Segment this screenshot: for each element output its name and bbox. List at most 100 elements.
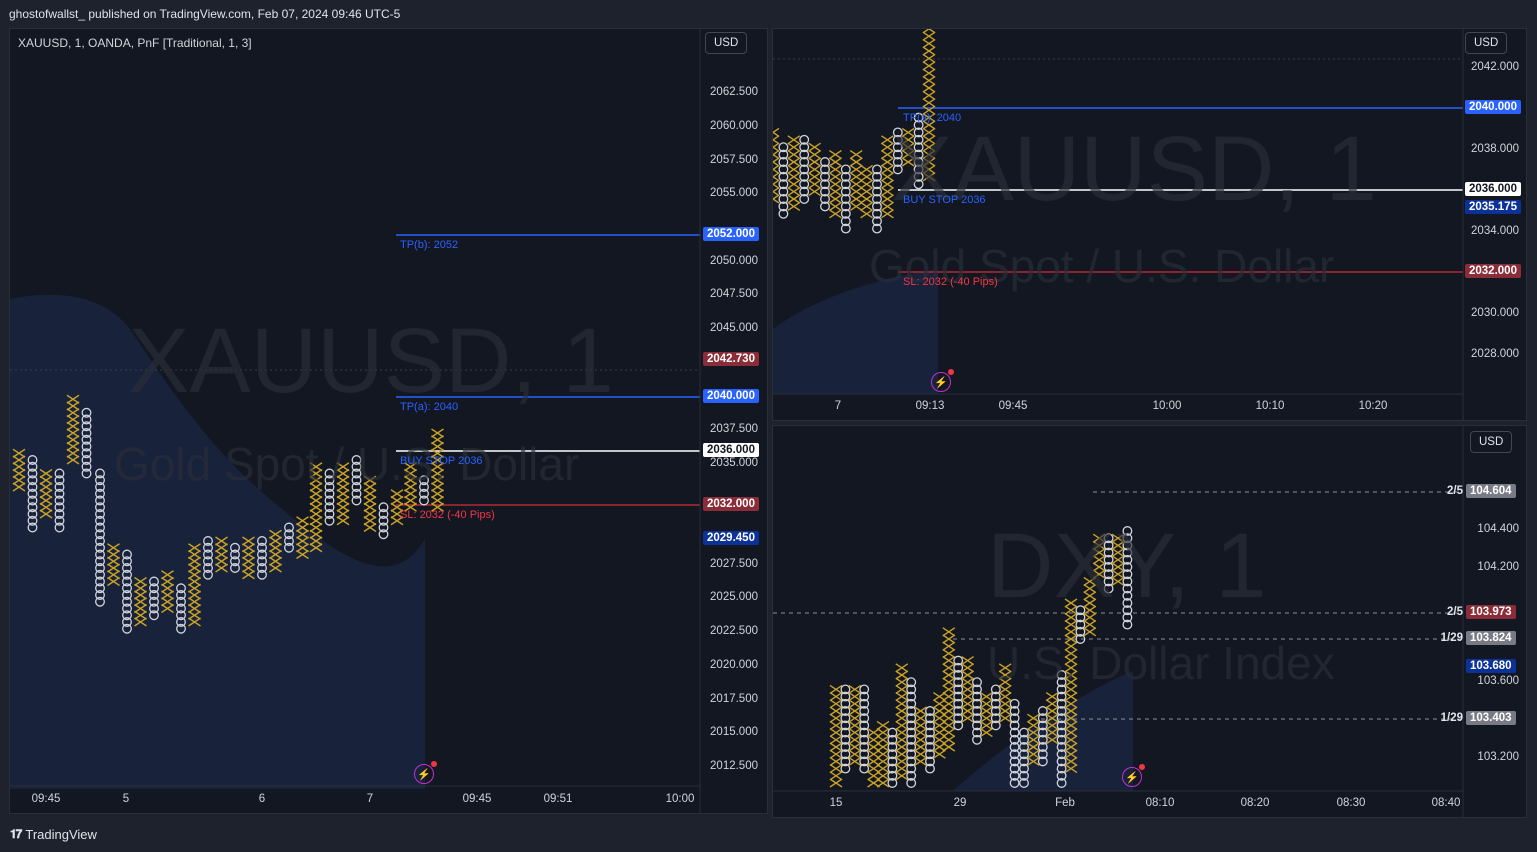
pnf-o-box bbox=[972, 720, 982, 731]
pnf-o-box bbox=[1056, 778, 1067, 788]
pnf-o-box bbox=[820, 201, 830, 212]
pnf-x-box bbox=[881, 201, 894, 211]
pnf-x-box bbox=[66, 401, 80, 411]
price-axis-label: 104.200 bbox=[1477, 561, 1519, 573]
right-top-chart-panel[interactable]: XAUUSD, 1 Gold Spot / U.S. Dollar USD 20… bbox=[772, 28, 1527, 421]
pnf-x-box bbox=[922, 135, 936, 145]
pnf-o-box bbox=[324, 488, 335, 499]
pnf-o-box bbox=[95, 596, 105, 607]
right-bottom-chart-panel[interactable]: DXY, 1 U.S. Dollar Index USD 104.400 104.… bbox=[772, 425, 1527, 818]
pnf-x-box bbox=[876, 728, 890, 738]
pnf-x-box bbox=[1064, 641, 1078, 651]
pnf-x-box bbox=[829, 742, 843, 752]
pnf-x-box bbox=[942, 720, 956, 730]
pnf-x-box bbox=[808, 172, 821, 182]
left-chart-canvas[interactable] bbox=[10, 29, 767, 813]
price-axis-label: 2030.000 bbox=[1471, 307, 1519, 319]
pnf-o-box bbox=[122, 576, 132, 587]
pnf-o-box bbox=[1103, 547, 1114, 558]
pnf-o-box bbox=[257, 542, 267, 553]
pnf-x-box bbox=[881, 142, 894, 152]
pnf-o-box bbox=[95, 522, 105, 533]
pnf-x-box bbox=[895, 720, 909, 730]
pnf-o-box bbox=[906, 727, 917, 738]
date-label: 2/5 bbox=[1447, 485, 1463, 497]
pnf-x-box bbox=[390, 502, 404, 512]
pnf-x-box bbox=[808, 157, 821, 167]
pnf-o-box bbox=[378, 509, 389, 519]
pnf-o-box bbox=[840, 756, 851, 767]
tradingview-logo[interactable]: 𝟏𝟕 TradingView bbox=[10, 827, 97, 842]
pnf-o-box bbox=[1056, 670, 1067, 680]
pnf-x-box bbox=[1064, 656, 1078, 666]
pnf-x-box bbox=[12, 482, 26, 492]
pnf-o-box bbox=[840, 763, 851, 774]
order-line-label: SL: 2032 (-40 Pips) bbox=[903, 276, 998, 288]
pnf-o-box bbox=[906, 691, 917, 702]
pnf-o-box bbox=[892, 142, 903, 153]
pnf-x-box bbox=[895, 663, 909, 673]
pnf-x-box bbox=[1064, 713, 1078, 723]
pnf-o-box bbox=[149, 610, 159, 621]
pnf-x-box bbox=[980, 728, 993, 738]
pnf-x-box bbox=[134, 576, 147, 587]
pnf-x-box bbox=[961, 699, 974, 709]
pnf-x-box bbox=[860, 187, 873, 197]
pnf-x-box bbox=[431, 441, 444, 452]
pnf-x-box bbox=[980, 713, 993, 723]
pnf-o-box bbox=[1037, 756, 1048, 767]
pnf-o-box bbox=[887, 734, 898, 745]
pnf-o-box bbox=[953, 706, 964, 716]
pnf-x-box bbox=[390, 495, 404, 506]
pnf-o-box bbox=[1122, 526, 1133, 536]
pnf-x-box bbox=[849, 187, 863, 197]
pnf-o-box bbox=[990, 713, 1001, 724]
price-tag: 2040.000 bbox=[703, 389, 759, 403]
pnf-x-box bbox=[134, 617, 147, 627]
pnf-o-box bbox=[859, 734, 870, 745]
pnf-x-box bbox=[849, 172, 863, 182]
pnf-x-box bbox=[914, 749, 927, 759]
price-axis-label: 103.200 bbox=[1477, 751, 1519, 763]
pnf-x-box bbox=[773, 164, 780, 174]
pnf-x-box bbox=[1027, 756, 1040, 766]
lightning-alert-icon[interactable]: ⚡ bbox=[1122, 764, 1145, 787]
right-top-currency-button[interactable]: USD bbox=[1465, 32, 1508, 54]
pnf-x-box bbox=[107, 549, 120, 560]
pnf-o-box bbox=[953, 691, 964, 702]
pnf-x-box bbox=[829, 764, 843, 774]
pnf-x-box bbox=[961, 692, 974, 702]
order-line-label: SL: 2032 (-40 Pips) bbox=[400, 509, 495, 521]
time-axis-label: 09:45 bbox=[462, 793, 492, 805]
left-currency-button[interactable]: USD bbox=[705, 32, 748, 54]
pnf-o-box bbox=[1019, 742, 1029, 752]
price-tag: 2052.000 bbox=[703, 227, 759, 241]
pnf-x-box bbox=[787, 172, 801, 182]
pnf-x-box bbox=[848, 713, 862, 723]
left-chart-panel[interactable]: XAUUSD, 1 Gold Spot / U.S. Dollar XAUUSD… bbox=[9, 28, 768, 814]
pnf-o-box bbox=[799, 194, 810, 204]
pnf-o-box bbox=[230, 542, 240, 553]
pnf-x-box bbox=[336, 468, 350, 479]
lightning-alert-icon[interactable]: ⚡ bbox=[414, 761, 437, 784]
pnf-o-box bbox=[799, 179, 810, 190]
left-symbol-title[interactable]: XAUUSD, 1, OANDA, PnF [Traditional, 1, 3… bbox=[18, 36, 252, 50]
price-tag: 103.403 bbox=[1466, 711, 1516, 725]
price-axis-label: 2020.000 bbox=[710, 659, 758, 671]
right-bottom-currency-button[interactable]: USD bbox=[1470, 431, 1513, 453]
pnf-x-box bbox=[914, 728, 927, 738]
lightning-alert-icon[interactable]: ⚡ bbox=[931, 369, 954, 392]
pnf-x-box bbox=[1045, 706, 1059, 716]
pnf-x-box bbox=[867, 778, 880, 788]
pnf-x-box bbox=[134, 603, 147, 614]
pnf-o-box bbox=[419, 488, 429, 499]
pnf-o-box bbox=[149, 603, 159, 614]
pnf-x-box bbox=[161, 603, 174, 614]
pnf-x-box bbox=[1064, 692, 1078, 702]
pnf-o-box bbox=[1009, 778, 1020, 788]
right-bottom-chart-canvas[interactable] bbox=[773, 426, 1526, 817]
pnf-x-box bbox=[881, 179, 894, 189]
price-axis-label: 2057.500 bbox=[710, 154, 758, 166]
right-top-chart-canvas[interactable] bbox=[773, 29, 1526, 420]
pnf-o-box bbox=[840, 208, 851, 219]
